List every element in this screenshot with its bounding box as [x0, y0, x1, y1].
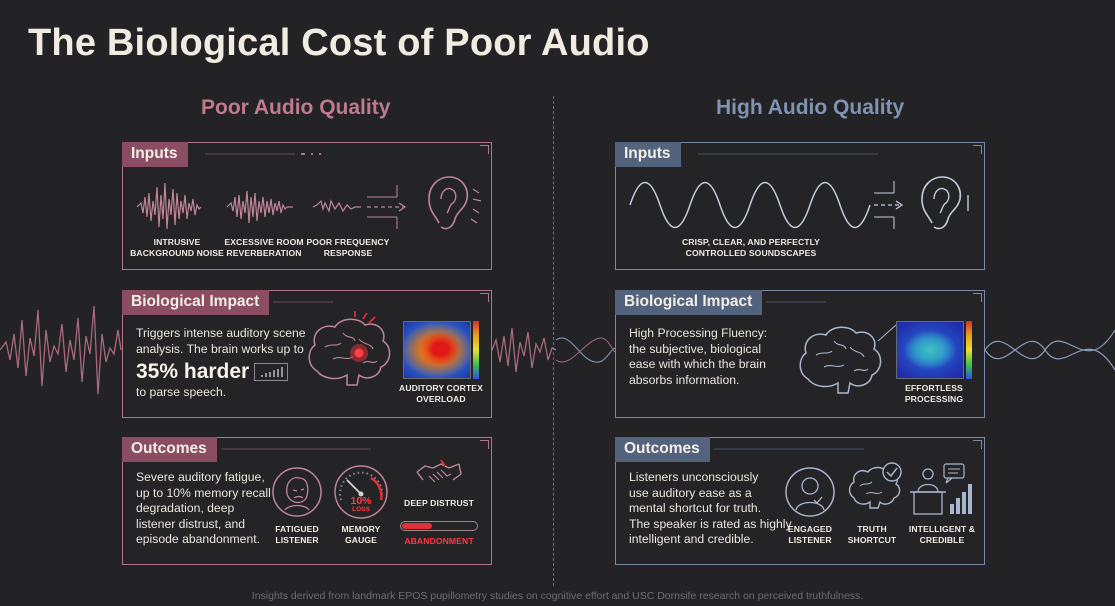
tab-dash-line [273, 301, 333, 303]
heatmap-icon [403, 321, 471, 379]
heatmap-scale [966, 321, 972, 379]
engaged-listener-icon [785, 467, 835, 517]
panel-corner [973, 440, 982, 449]
tab-dash-line [698, 153, 878, 155]
sine-wave-icon [629, 181, 904, 229]
poor-outcomes-panel: Outcomes Severe auditory fatigue, up to … [122, 437, 492, 565]
outcome-text: mental shortcut for truth. [629, 501, 762, 516]
outcome-icon-caption: FATIGUED [275, 524, 319, 534]
tab-dash-line [766, 301, 826, 303]
distrust-label: DEEP DISTRUST [404, 498, 474, 508]
good-inputs-panel: Inputs CRISP, CLEAR, AND PERFECTLY CONTR… [615, 142, 985, 270]
abandonment-bar [400, 521, 478, 531]
brain-icon [799, 324, 897, 394]
outcome-text: The speaker is rated as highly [629, 516, 792, 531]
column-divider [553, 96, 554, 586]
panel-corner [480, 440, 489, 449]
impact-text: analysis. The brain works up to [136, 341, 304, 356]
background-waveform [0, 305, 1115, 395]
gauge-value: 10% [350, 495, 372, 507]
gauge-label: LOSS [352, 506, 370, 513]
poor-column-heading: Poor Audio Quality [201, 96, 391, 119]
speaker-podium-icon [910, 463, 972, 515]
poor-outcomes-tab: Outcomes [122, 437, 217, 462]
outcome-icon-caption: LISTENER [275, 535, 319, 545]
brain-check-icon [848, 462, 902, 509]
outcome-text: Listeners unconsciously [629, 470, 759, 484]
outcome-text: episode abandonment. [136, 532, 261, 547]
outcome-text: use auditory ease as a [629, 485, 752, 500]
impact-text: absorbs information. [629, 372, 740, 387]
outcome-text: degradation, deep [136, 501, 235, 516]
face-icon [272, 467, 322, 517]
heatmap-caption: AUDITORY CORTEX [399, 383, 483, 393]
impact-text: ease with which the brain [629, 357, 766, 372]
footer-note: Insights derived from landmark EPOS pupi… [251, 590, 864, 602]
panel-corner [480, 145, 489, 154]
outcome-icon-caption: LISTENER [788, 535, 832, 545]
outcome-text: intelligent and credible. [629, 532, 754, 547]
tab-dash-line [205, 153, 321, 155]
heatmap-scale [473, 321, 479, 379]
heatmap-icon [896, 321, 964, 379]
good-column-heading: High Audio Quality [716, 96, 905, 119]
input-caption: POOR FREQUENCY [306, 237, 390, 247]
poor-impact-tab: Biological Impact [122, 290, 270, 315]
gauge-icon: 10% LOSS [333, 464, 389, 520]
poor-inputs-panel: Inputs INTRUSIVE BACKGROUND NOISE EXCESS… [122, 142, 492, 270]
panel-corner [973, 293, 982, 302]
input-caption: REVERBERATION [226, 248, 302, 258]
abandonment-label: ABANDONMENT [404, 536, 474, 546]
good-impact-panel: Biological Impact High Processing Fluenc… [615, 290, 985, 418]
tab-dash-line [221, 448, 371, 450]
ear-icon [428, 176, 482, 230]
outcome-icon-caption: SHORTCUT [847, 535, 897, 545]
outcome-icon-caption: TRUTH [857, 524, 887, 534]
good-impact-tab: Biological Impact [615, 290, 763, 315]
outcome-icon-caption: INTELLIGENT & [908, 524, 976, 534]
impact-text: to parse speech. [136, 385, 227, 400]
panel-corner [480, 293, 489, 302]
handshake-icon [416, 459, 462, 483]
impact-text: the subjective, biological [629, 341, 762, 356]
good-inputs-tab: Inputs [615, 142, 681, 167]
heatmap-caption: EFFORTLESS [905, 383, 963, 393]
heatmap-caption: OVERLOAD [416, 394, 466, 404]
page-title: The Biological Cost of Poor Audio [28, 22, 650, 64]
heatmap-caption: PROCESSING [904, 394, 964, 404]
panel-corner [973, 145, 982, 154]
input-caption: INTRUSIVE [153, 237, 201, 247]
outcome-text: up to 10% memory recall [136, 485, 271, 500]
outcome-icon-caption: MEMORY [341, 524, 381, 534]
good-outcomes-tab: Outcomes [615, 437, 710, 462]
outcome-text: Severe auditory fatigue, [136, 470, 265, 484]
good-outcomes-panel: Outcomes Listeners unconsciously use aud… [615, 437, 985, 565]
outcome-icon-caption: ENGAGED [787, 524, 833, 534]
effort-stat: 35% harder [136, 360, 250, 384]
bar-chart-icon [254, 362, 289, 381]
input-caption: EXCESSIVE ROOM [224, 237, 304, 247]
noise-wave-icon [136, 182, 407, 230]
ear-icon [921, 176, 969, 230]
impact-text: High Processing Fluency: [629, 326, 768, 340]
impact-text: Triggers intense auditory scene [136, 326, 306, 340]
outcome-text: listener distrust, and [136, 516, 246, 531]
input-caption: CONTROLLED SOUNDSCAPES [685, 248, 817, 258]
input-caption: CRISP, CLEAR, AND PERFECTLY [682, 237, 820, 247]
poor-inputs-tab: Inputs [122, 142, 188, 167]
brain-icon [308, 311, 391, 386]
input-caption: RESPONSE [323, 248, 373, 258]
poor-impact-panel: Biological Impact Triggers intense audit… [122, 290, 492, 418]
outcome-icon-caption: GAUGE [344, 535, 377, 545]
input-caption: BACKGROUND NOISE [130, 248, 224, 258]
outcome-icon-caption: CREDIBLE [919, 535, 965, 545]
tab-dash-line [714, 448, 864, 450]
abandonment-bar-fill [402, 523, 432, 529]
